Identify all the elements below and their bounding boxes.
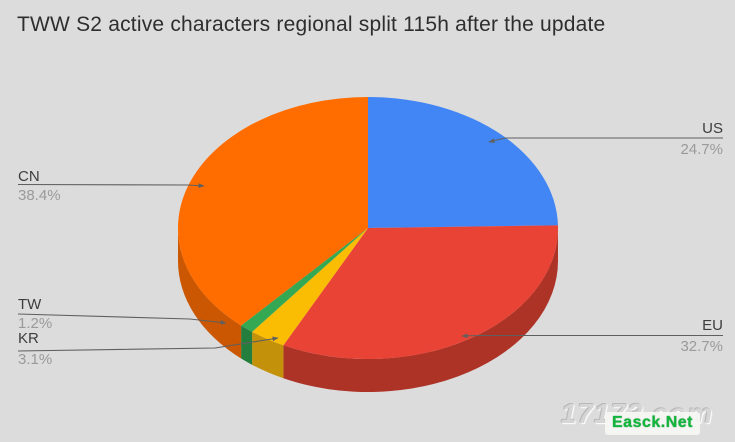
leader-line-cn — [17, 183, 205, 189]
callout-tw-pct: 1.2% — [18, 315, 53, 332]
callout-kr-pct-wrap: 3.1% — [18, 352, 52, 368]
pie-slice-cn-side — [178, 228, 242, 359]
pie-slice-cn[interactable] — [177, 97, 368, 326]
callout-kr: KR — [18, 331, 39, 347]
callout-eu-pct: 32.7% — [680, 338, 723, 355]
callout-eu: EU — [702, 318, 723, 334]
pie-slice-eu[interactable] — [283, 225, 558, 359]
callout-eu-pct-wrap: 32.7% — [680, 339, 723, 355]
callout-cn-pct: 38.4% — [18, 187, 61, 204]
callout-cn: CN — [18, 169, 40, 185]
pie-slice-us[interactable] — [368, 97, 558, 228]
pie-slice-eu-side — [283, 228, 558, 393]
callout-tw: TW — [18, 297, 41, 313]
callout-us-pct-wrap: 24.7% — [680, 142, 723, 158]
pie-slice-kr-side — [252, 331, 284, 379]
callout-kr-label: KR — [18, 330, 39, 347]
pie-3d-sides — [178, 228, 558, 393]
callout-us-label: US — [702, 120, 723, 137]
callout-us: US — [702, 121, 723, 137]
callout-eu-label: EU — [702, 317, 723, 334]
pie-slice-kr[interactable] — [252, 228, 368, 346]
leader-line-eu — [461, 333, 723, 339]
callout-us-pct: 24.7% — [680, 141, 723, 158]
callout-tw-label: TW — [18, 296, 42, 313]
chart-title: TWW S2 active characters regional split … — [17, 13, 606, 36]
callout-leader-lines — [17, 137, 723, 352]
watermark-easck: Easck.Net — [605, 412, 700, 435]
pie-slices — [177, 97, 558, 359]
callout-kr-pct: 3.1% — [18, 351, 53, 368]
leader-line-tw — [17, 313, 227, 325]
callout-cn-label: CN — [18, 168, 40, 185]
pie-slice-tw-side — [241, 325, 253, 365]
leader-line-us — [488, 137, 723, 143]
leader-line-kr — [17, 336, 279, 352]
callout-cn-pct-wrap: 38.4% — [18, 188, 61, 204]
pie-slice-tw[interactable] — [241, 228, 368, 332]
callout-tw-pct-wrap: 1.2% — [18, 316, 52, 332]
